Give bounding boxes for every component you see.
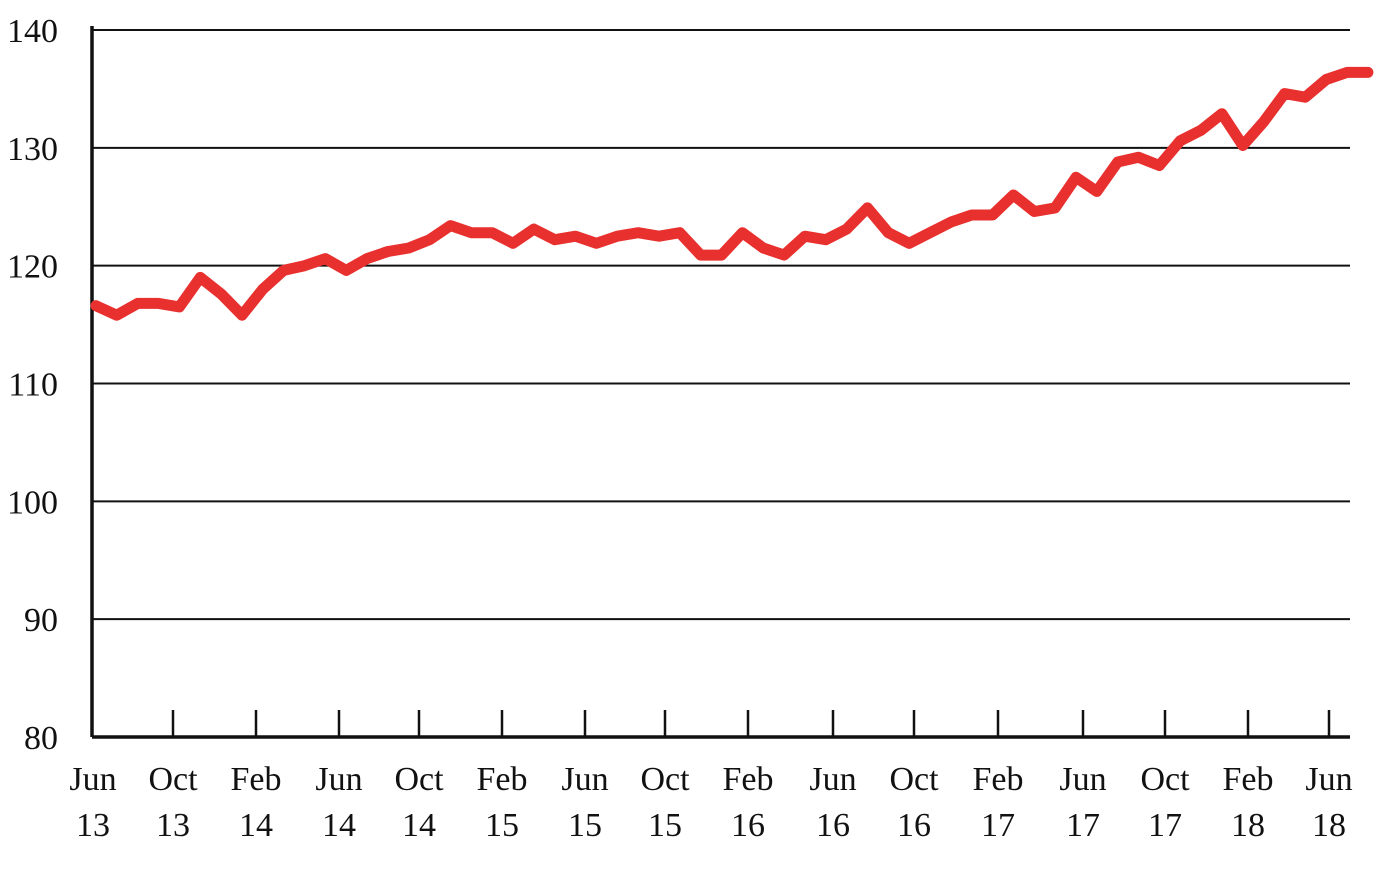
x-tick-label-year: 13 [76,807,110,844]
x-tick-label-month: Jun [1305,761,1352,798]
x-tick-label-year: 14 [322,807,356,844]
x-tick-label-month: Oct [1140,761,1190,798]
x-tick-label-month: Feb [973,761,1024,798]
series-line-0 [90,66,1374,321]
y-tick-label: 130 [7,131,58,168]
x-tick-label-year: 17 [1066,807,1100,844]
y-tick-label: 80 [24,720,58,757]
x-tick-label-year: 16 [816,807,850,844]
x-tick-label-year: 14 [239,807,273,844]
gridlines [92,29,1350,621]
y-axis-tick-labels: 80 90 100 110 120 130 140 [7,13,58,757]
x-tick-label-month: Oct [394,761,444,798]
x-tick-label-year: 18 [1312,807,1346,844]
x-tick-label-month: Jun [561,761,608,798]
x-axis-tick-labels: Jun 13 Oct 13 Feb 14 Jun 14 Oct 14 Feb 15 Jun 15 Oct 15… [69,761,1352,844]
y-tick-label: 120 [7,249,58,286]
x-tick-label-year: 13 [156,807,190,844]
x-tick-label-year: 16 [731,807,765,844]
x-tick-label-year: 17 [1148,807,1182,844]
y-tick-label: 100 [7,484,58,521]
x-tick-label-month: Oct [148,761,198,798]
x-tick-label-month: Oct [889,761,939,798]
x-tick-label-year: 17 [981,807,1015,844]
x-tick-label-month: Oct [640,761,690,798]
x-tick-label-month: Jun [69,761,116,798]
y-tick-label: 140 [7,13,58,50]
x-tick-label-month: Jun [315,761,362,798]
x-tick-label-year: 15 [485,807,519,844]
x-tick-label-month: Feb [231,761,282,798]
x-tick-label-month: Feb [723,761,774,798]
x-tick-label-month: Jun [809,761,856,798]
x-tick-label-year: 14 [402,807,436,844]
series-layer [90,66,1374,321]
x-axis-ticks [171,710,1331,737]
x-tick-label-month: Feb [477,761,528,798]
x-tick-label-year: 18 [1231,807,1265,844]
y-tick-label: 90 [24,602,58,639]
x-tick-label-month: Feb [1223,761,1274,798]
x-tick-label-year: 15 [568,807,602,844]
x-tick-label-year: 16 [897,807,931,844]
x-tick-label-month: Jun [1059,761,1106,798]
y-tick-label: 110 [8,367,58,404]
x-tick-label-year: 15 [648,807,682,844]
